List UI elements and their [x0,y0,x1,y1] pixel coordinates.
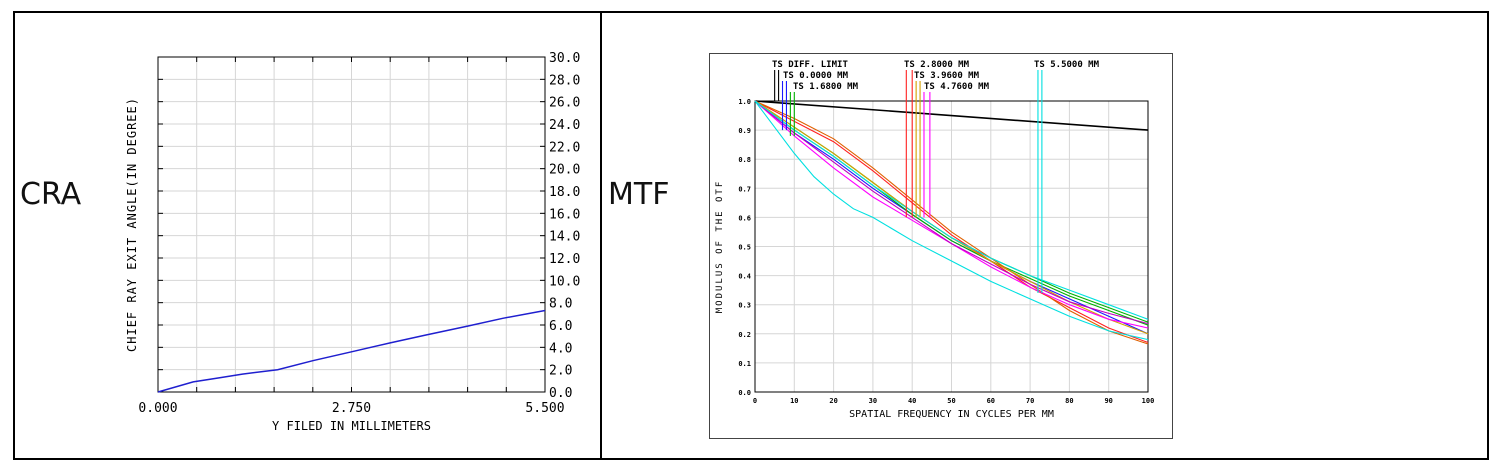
mtf-panel-label: MTF [608,177,670,212]
mtf-chart-box [709,53,1173,439]
cra-y-tick-label: 16.0 [549,207,580,222]
cra-x-tick-label: 2.750 [332,401,371,416]
cra-y-tick-label: 4.0 [549,341,572,356]
cra-y-tick-label: 30.0 [549,51,580,66]
cra-y-tick-label: 2.0 [549,364,572,379]
cra-y-tick-label: 26.0 [549,96,580,111]
panel-divider [600,11,602,460]
cra-series-line [157,309,546,393]
cra-y-tick-label: 8.0 [549,297,572,312]
cra-x-tick-label: 0.000 [138,401,177,416]
cra-y-tick-labels: 0.0 2.0 4.0 6.0 8.0 10.0 12.0 14.0 16.0 18.0 20.0 2… [549,51,580,401]
cra-series [157,309,546,393]
cra-y-tick-label: 6.0 [549,319,572,334]
cra-panel-label: CRA [20,177,82,212]
figure-frame [13,11,1489,460]
cra-y-tick-label: 0.0 [549,386,572,401]
cra-x-tick-label: 5.500 [525,401,564,416]
cra-y-tick-label: 10.0 [549,274,580,289]
cra-y-tick-label: 18.0 [549,185,580,200]
cra-grid [158,57,545,392]
cra-chart: 0.0 2.0 4.0 6.0 8.0 10.0 12.0 14.0 16.0 18.0 20.0 2… [125,51,580,433]
cra-y-tick-label: 14.0 [549,230,580,245]
cra-x-tick-labels: 0.000 2.750 5.500 [138,401,564,416]
cra-y-tick-label: 22.0 [549,140,580,155]
cra-y-tick-label: 24.0 [549,118,580,133]
cra-x-axis-label: Y FILED IN MILLIMETERS [272,419,431,433]
cra-y-axis-label: CHIEF RAY EXIT ANGLE(IN DEGREE) [125,97,139,352]
cra-y-tick-label: 20.0 [549,163,580,178]
cra-y-tick-label: 12.0 [549,252,580,267]
cra-y-tick-label: 28.0 [549,73,580,88]
